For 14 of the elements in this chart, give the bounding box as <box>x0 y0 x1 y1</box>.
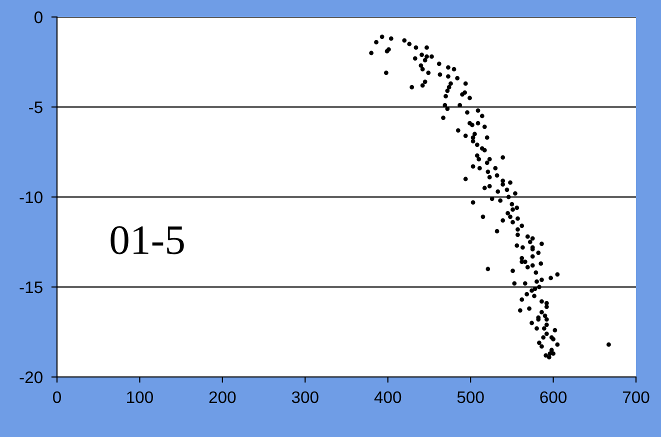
x-tick-label: 300 <box>292 391 318 404</box>
y-tick-label: -20 <box>20 371 42 384</box>
y-tick-label: 0 <box>34 11 42 24</box>
annotation: 01-5 <box>110 226 184 254</box>
x-tick-label: 700 <box>622 391 650 404</box>
x-tick-label: 400 <box>374 391 402 404</box>
y-tick-label: -10 <box>20 191 42 204</box>
x-tick-label: 500 <box>457 391 484 404</box>
x-tick-label: 200 <box>209 391 236 404</box>
y-tick-label: -15 <box>20 282 42 294</box>
x-tick-label: 600 <box>540 391 567 404</box>
y-tick-label: -5 <box>29 102 42 114</box>
x-tick-label: 100 <box>127 391 153 404</box>
x-tick-label: 0 <box>53 391 61 404</box>
